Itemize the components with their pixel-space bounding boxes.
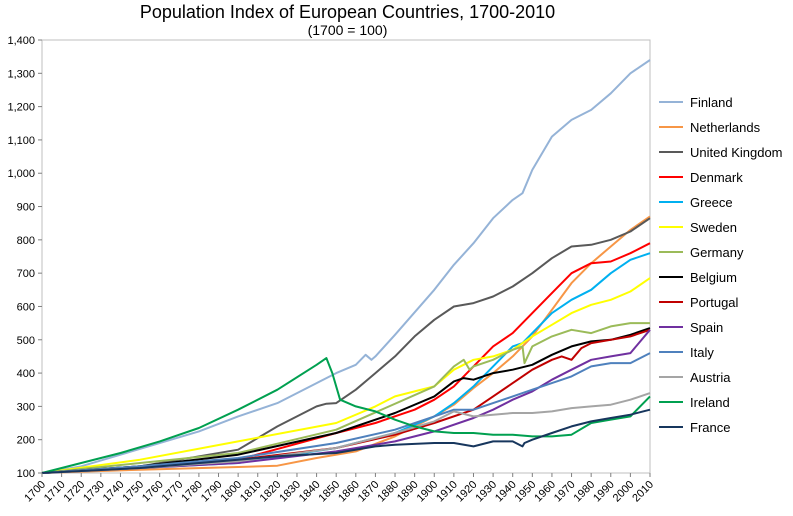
series-line-germany <box>41 322 650 474</box>
legend-label: Denmark <box>690 170 743 185</box>
series-line-spain <box>41 329 651 474</box>
series-line-ireland <box>41 357 651 474</box>
legend-label: Belgium <box>690 270 737 285</box>
x-tick-label: 1880 <box>375 479 401 505</box>
x-tick-label: 2010 <box>630 479 656 505</box>
series-line-belgium <box>41 327 651 474</box>
x-tick-label: 1740 <box>101 479 127 505</box>
y-tick-label: 1,200 <box>7 102 35 114</box>
series-layer <box>41 59 651 474</box>
x-tick-label: 1820 <box>258 479 284 505</box>
legend-label: Netherlands <box>690 120 761 135</box>
x-tick-label: 1850 <box>317 479 343 505</box>
x-tick-label: 1960 <box>532 479 558 505</box>
x-tick-label: 1840 <box>297 479 323 505</box>
series-line-italy <box>41 352 651 474</box>
x-tick-label: 1720 <box>62 479 88 505</box>
x-tick-label: 1780 <box>179 479 205 505</box>
x-tick-label: 1980 <box>571 479 597 505</box>
y-tick-label: 900 <box>17 202 35 214</box>
series-line-france <box>41 408 651 474</box>
legend-label: Austria <box>690 370 731 385</box>
legend-label: Portugal <box>690 295 739 310</box>
y-tick-label: 200 <box>17 435 35 447</box>
x-tick-label: 1730 <box>81 479 107 505</box>
chart-title: Population Index of European Countries, … <box>139 2 556 22</box>
x-tick-label: 1700 <box>22 479 48 505</box>
y-tick-label: 800 <box>17 235 35 247</box>
x-tick-label: 1830 <box>277 479 303 505</box>
legend-label: France <box>690 420 730 435</box>
series-line-austria <box>41 392 651 474</box>
legend-label: Ireland <box>690 395 730 410</box>
y-tick-label: 1,000 <box>7 168 35 180</box>
legend: Finland Netherlands United Kingdom Denmark G… <box>659 95 783 435</box>
y-tick-label: 400 <box>17 368 35 380</box>
x-tick-label: 1890 <box>395 479 421 505</box>
x-tick-label: 1950 <box>513 479 539 505</box>
series-line-sweden <box>41 277 651 474</box>
y-tick-label: 700 <box>17 268 35 280</box>
x-tick-label: 1810 <box>238 479 264 505</box>
series-line-united-kingdom <box>41 217 651 474</box>
series-line-finland <box>41 59 651 474</box>
x-tick-label: 1870 <box>356 479 382 505</box>
legend-label: Sweden <box>690 220 737 235</box>
y-tick-label: 1,400 <box>7 35 35 47</box>
y-tick-label: 300 <box>17 401 35 413</box>
x-tick-label: 1910 <box>434 479 460 505</box>
x-tick-label: 1710 <box>42 479 68 505</box>
x-tick-label: 1940 <box>493 479 519 505</box>
x-tick-label: 1790 <box>199 479 225 505</box>
x-tick-label: 1900 <box>415 479 441 505</box>
plot-area <box>41 39 651 474</box>
legend-label: Germany <box>690 245 744 260</box>
y-tick-label: 1,300 <box>7 68 35 80</box>
x-tick-label: 1990 <box>591 479 617 505</box>
x-tick-label: 1800 <box>218 479 244 505</box>
x-tick-label: 1930 <box>473 479 499 505</box>
y-tick-label: 500 <box>17 335 35 347</box>
x-tick-label: 1860 <box>336 479 362 505</box>
legend-label: United Kingdom <box>690 145 783 160</box>
y-tick-label: 1,100 <box>7 135 35 147</box>
x-tick-label: 1970 <box>552 479 578 505</box>
legend-label: Finland <box>690 95 733 110</box>
x-tick-label: 1920 <box>454 479 480 505</box>
y-tick-label: 100 <box>17 468 35 480</box>
x-tick-label: 1770 <box>160 479 186 505</box>
legend-label: Spain <box>690 320 723 335</box>
legend-label: Greece <box>690 195 733 210</box>
chart-subtitle: (1700 = 100) <box>307 22 388 38</box>
x-tick-label: 1760 <box>140 479 166 505</box>
legend-label: Italy <box>690 345 714 360</box>
y-tick-label: 600 <box>17 301 35 313</box>
x-tick-label: 2000 <box>611 479 637 505</box>
x-tick-label: 1750 <box>120 479 146 505</box>
